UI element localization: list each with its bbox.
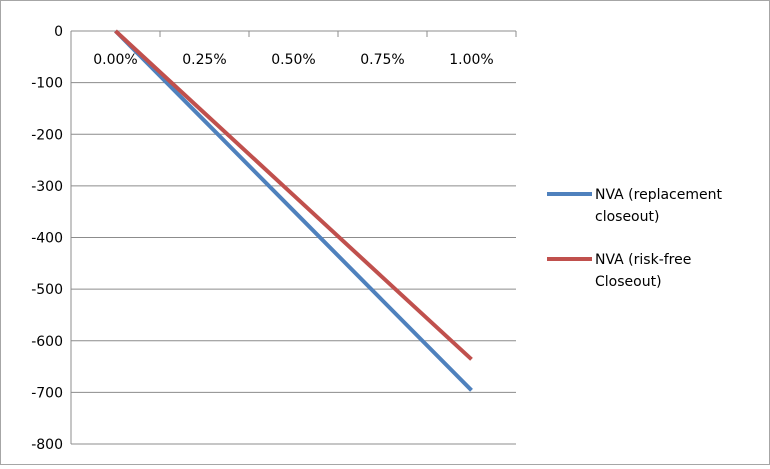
y-tick-label: 0 bbox=[54, 24, 63, 40]
legend-label: NVA (replacement bbox=[595, 187, 722, 203]
legend-entry-1: NVA (replacement closeout) bbox=[547, 187, 722, 225]
x-axis-tick-labels: 0.00% 0.25% 0.50% 0.75% 1.00% bbox=[93, 52, 493, 68]
legend: NVA (replacement closeout) NVA (risk-free C… bbox=[547, 187, 722, 290]
y-tick-label: -700 bbox=[31, 385, 63, 401]
y-tick-label: -300 bbox=[31, 179, 63, 195]
series-lines bbox=[114, 29, 473, 392]
x-tick-label: 0.25% bbox=[182, 52, 226, 68]
legend-label: NVA (risk-free bbox=[595, 252, 691, 268]
legend-label: closeout) bbox=[595, 209, 659, 225]
y-axis-tick-labels: 0 -100 -200 -300 -400 -500 -600 -700 -800 bbox=[31, 24, 63, 453]
series-line-1 bbox=[114, 29, 473, 392]
x-tick-label: 0.00% bbox=[93, 52, 137, 68]
y-tick-label: -200 bbox=[31, 127, 63, 143]
gridlines bbox=[70, 30, 517, 445]
y-tick-label: -800 bbox=[31, 437, 63, 453]
y-tick-label: -100 bbox=[31, 76, 63, 92]
legend-label: Closeout) bbox=[595, 274, 662, 290]
series-line-2 bbox=[114, 29, 473, 361]
x-tick-label: 0.50% bbox=[271, 52, 315, 68]
legend-entry-2: NVA (risk-free Closeout) bbox=[547, 252, 691, 290]
y-tick-label: -600 bbox=[31, 334, 63, 350]
y-tick-label: -400 bbox=[31, 231, 63, 247]
y-tick-label: -500 bbox=[31, 282, 63, 298]
x-tick-label: 0.75% bbox=[360, 52, 404, 68]
x-tick-label: 1.00% bbox=[449, 52, 493, 68]
